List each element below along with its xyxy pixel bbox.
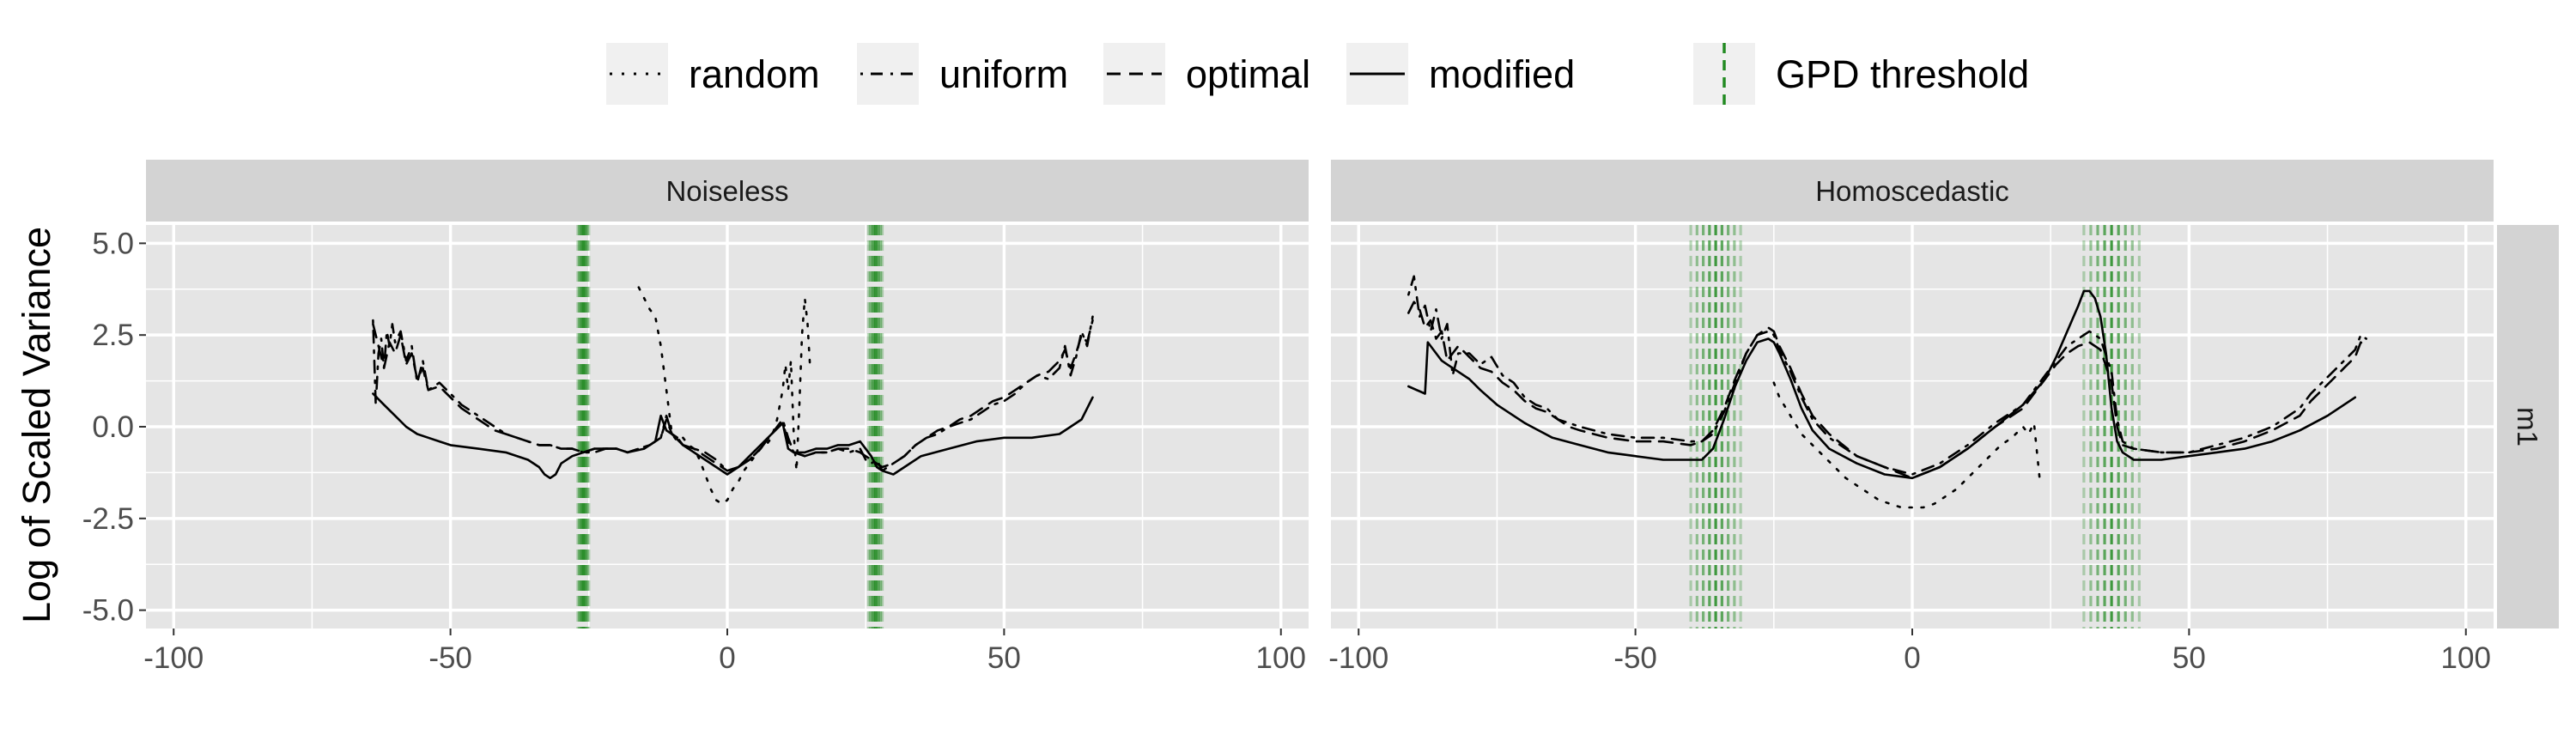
panel-strip-bg bbox=[146, 160, 1309, 222]
legend-item-gpd-threshold: GPD threshold bbox=[1693, 43, 2029, 105]
x-tick-label: -100 bbox=[1328, 641, 1388, 675]
legend-item-uniform: uniform bbox=[857, 43, 1068, 105]
row-strip-bg bbox=[2497, 225, 2559, 629]
x-axis: -100 -50 0 50 100 bbox=[1328, 629, 2491, 675]
row-strip: m1 bbox=[2497, 225, 2559, 629]
y-tick-label: -5.0 bbox=[82, 594, 134, 628]
gridlines bbox=[1331, 225, 2494, 629]
legend-label: GPD threshold bbox=[1776, 52, 2029, 96]
x-tick-label: 50 bbox=[2172, 641, 2206, 675]
y-tick-label: 5.0 bbox=[92, 227, 134, 260]
x-tick-label: -50 bbox=[1613, 641, 1657, 675]
series-line-random bbox=[637, 286, 812, 506]
gpd-threshold-lines bbox=[576, 225, 884, 629]
y-tick-label: 2.5 bbox=[92, 319, 134, 352]
legend-label: random bbox=[689, 52, 820, 96]
x-axis: -100 -50 0 50 100 bbox=[143, 629, 1306, 675]
row-strip-label: m1 bbox=[2512, 407, 2543, 446]
panel-strip-label: Homoscedastic bbox=[1815, 175, 2009, 207]
series-lines bbox=[372, 286, 1094, 506]
legend-label: modified bbox=[1429, 52, 1575, 96]
y-axis-title: Log of Scaled Variance bbox=[15, 227, 58, 623]
y-tick-label: -2.5 bbox=[82, 502, 134, 536]
legend-label: optimal bbox=[1186, 52, 1310, 96]
panel-homoscedastic: Homoscedastic -100 -50 0 50 100 bbox=[1328, 160, 2494, 675]
legend-item-random: random bbox=[606, 43, 820, 105]
x-tick-label: 100 bbox=[1256, 641, 1306, 675]
panel-strip-bg bbox=[1331, 160, 2494, 222]
facet-panels: Noiseless -100 -50 0 50 100 5.0 2.5 0.0 -2.5 -5.0 H… bbox=[82, 160, 2494, 675]
x-tick-label: -100 bbox=[143, 641, 204, 675]
series-line-modified bbox=[372, 392, 1094, 480]
legend-item-modified: modified bbox=[1346, 43, 1575, 105]
series-line-random bbox=[1772, 381, 2041, 509]
legend-label: uniform bbox=[939, 52, 1068, 96]
series-line-optimal bbox=[1407, 301, 2367, 480]
panel-noiseless: Noiseless -100 -50 0 50 100 5.0 2.5 0.0 -2.5 -5.0 bbox=[82, 160, 1309, 675]
x-tick-label: 100 bbox=[2441, 641, 2491, 675]
x-tick-label: 50 bbox=[987, 641, 1021, 675]
x-tick-label: 0 bbox=[1904, 641, 1920, 675]
x-tick-label: 0 bbox=[719, 641, 735, 675]
gridlines bbox=[146, 225, 1309, 629]
series-line-modified bbox=[1407, 289, 2357, 480]
panel-strip-label: Noiseless bbox=[665, 175, 788, 207]
series-lines bbox=[1407, 275, 2367, 509]
y-axis: 5.0 2.5 0.0 -2.5 -5.0 bbox=[82, 227, 146, 628]
legend-item-optimal: optimal bbox=[1103, 43, 1310, 105]
legend: random uniform optimal modified GPD threshol… bbox=[606, 43, 2029, 105]
series-line-uniform bbox=[372, 315, 1094, 472]
x-tick-label: -50 bbox=[428, 641, 472, 675]
y-tick-label: 0.0 bbox=[92, 410, 134, 444]
